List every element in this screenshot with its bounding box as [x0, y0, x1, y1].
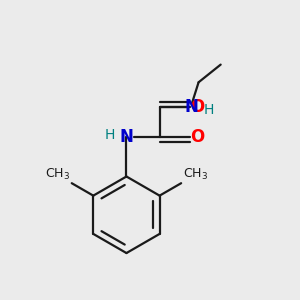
Text: CH$_3$: CH$_3$: [45, 167, 70, 182]
Text: H: H: [105, 128, 116, 142]
Text: O: O: [190, 128, 204, 146]
Text: H: H: [204, 103, 214, 117]
Text: N: N: [119, 128, 134, 146]
Text: CH$_3$: CH$_3$: [183, 167, 208, 182]
Text: N: N: [184, 98, 198, 116]
Text: O: O: [190, 98, 204, 116]
